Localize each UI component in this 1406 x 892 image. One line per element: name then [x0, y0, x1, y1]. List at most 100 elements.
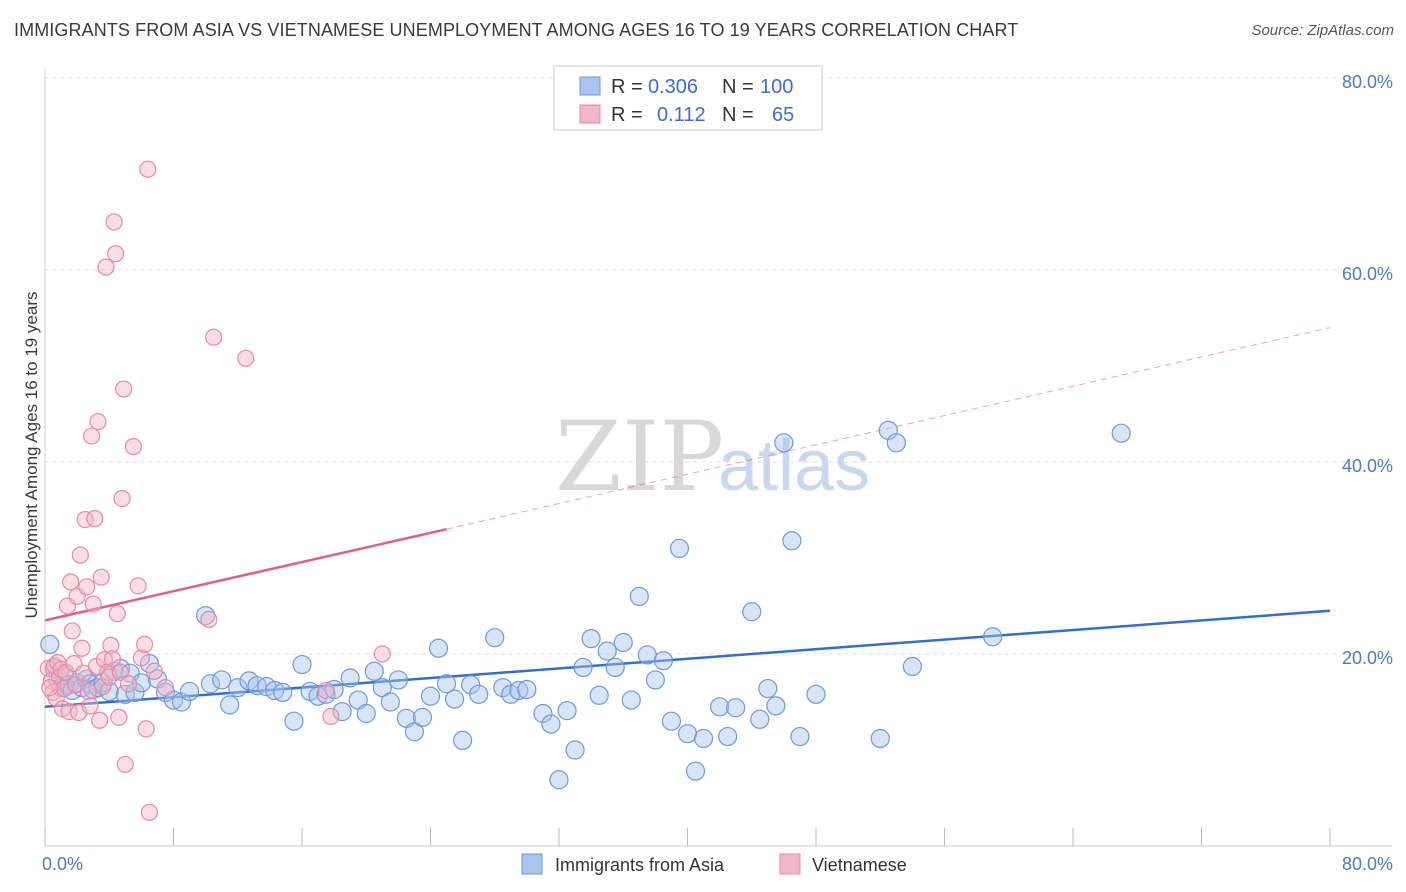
point-immigrants-asia — [420, 686, 441, 706]
legend-r-value: 0.112 — [657, 104, 706, 126]
legend-n-value: 100 — [760, 76, 793, 98]
point-vietnamese — [91, 711, 109, 729]
point-immigrants-asia — [469, 684, 489, 704]
point-immigrants-asia — [565, 740, 585, 760]
point-immigrants-asia — [790, 726, 810, 747]
point-immigrants-asia — [356, 703, 376, 724]
point-immigrants-asia — [220, 695, 240, 715]
y-tick-label: 40.0% — [1342, 456, 1393, 476]
point-immigrants-asia — [139, 653, 160, 674]
point-vietnamese — [100, 668, 118, 686]
point-vietnamese — [62, 573, 80, 591]
point-immigrants-asia — [179, 681, 200, 702]
point-vietnamese — [113, 489, 131, 508]
point-immigrants-asia — [247, 676, 267, 696]
point-immigrants-asia — [292, 654, 312, 675]
point-vietnamese — [107, 245, 125, 263]
gridlines — [45, 77, 1392, 655]
x-tick-label: 80.0% — [1342, 854, 1393, 874]
point-immigrants-asia — [155, 682, 176, 703]
point-vietnamese — [103, 650, 122, 668]
watermark: ZIP atlas — [555, 401, 870, 513]
point-immigrants-asia — [541, 714, 561, 734]
legend-label-asia: Immigrants from Asia — [555, 855, 725, 875]
x-tick-label: 0.0% — [42, 854, 83, 874]
point-immigrants-asia — [629, 586, 649, 607]
point-immigrants-asia — [806, 684, 826, 704]
point-vietnamese — [108, 605, 126, 623]
point-immigrants-asia — [308, 686, 328, 706]
point-vietnamese — [78, 578, 96, 596]
point-immigrants-asia — [372, 677, 392, 698]
point-vietnamese — [63, 622, 81, 640]
point-vietnamese — [71, 546, 89, 564]
legend-swatch-asia — [521, 853, 543, 875]
point-immigrants-asia — [983, 627, 1003, 647]
point-vietnamese — [79, 682, 97, 701]
point-vietnamese — [115, 380, 133, 398]
point-immigrants-asia — [265, 680, 285, 701]
point-immigrants-asia — [766, 696, 786, 716]
point-immigrants-asia — [131, 673, 151, 693]
point-immigrants-asia — [40, 634, 60, 655]
point-vietnamese — [200, 610, 218, 629]
point-immigrants-asia — [493, 677, 513, 698]
trend-line-extension — [446, 327, 1331, 530]
point-vietnamese — [119, 675, 138, 693]
point-immigrants-asia — [613, 632, 633, 653]
legend-swatch-vietnamese — [779, 853, 801, 875]
point-immigrants-asia — [710, 697, 730, 717]
point-vietnamese — [81, 697, 99, 715]
point-vietnamese — [135, 635, 154, 654]
point-vietnamese — [237, 349, 255, 367]
y-tick-label: 20.0% — [1342, 648, 1393, 668]
point-immigrants-asia — [870, 728, 890, 749]
point-immigrants-asia — [902, 656, 922, 677]
point-vietnamese — [102, 636, 120, 654]
x-tick-labels: 0.0% 80.0% — [42, 854, 1393, 874]
point-immigrants-asia — [115, 684, 135, 704]
point-vietnamese — [116, 755, 134, 774]
point-vietnamese — [73, 639, 91, 657]
point-immigrants-asia — [645, 670, 665, 690]
point-immigrants-asia — [517, 679, 537, 700]
point-vietnamese — [84, 595, 102, 613]
series-legend: Immigrants from Asia Vietnamese — [521, 853, 907, 875]
point-vietnamese — [89, 413, 107, 431]
point-immigrants-asia — [388, 670, 408, 690]
watermark-atlas: atlas — [718, 426, 870, 506]
point-vietnamese — [140, 803, 159, 822]
point-immigrants-asia — [685, 761, 706, 781]
legend-r-value: 0.306 — [648, 76, 698, 98]
source-credit: Source: ZipAtlas.com — [1251, 22, 1394, 39]
legend-swatch-asia — [579, 76, 601, 96]
point-immigrants-asia — [581, 629, 601, 649]
legend-n-value: 65 — [772, 104, 794, 126]
point-immigrants-asia — [412, 707, 433, 727]
point-immigrants-asia — [125, 682, 145, 703]
point-immigrants-asia — [212, 670, 232, 690]
point-immigrants-asia — [653, 651, 674, 671]
point-vietnamese — [139, 160, 157, 178]
point-vietnamese — [92, 568, 110, 586]
point-immigrants-asia — [273, 682, 293, 703]
point-immigrants-asia — [726, 698, 746, 718]
point-immigrants-asia — [444, 689, 465, 709]
point-vietnamese — [373, 645, 391, 663]
point-immigrants-asia — [340, 668, 360, 688]
point-immigrants-asia — [404, 722, 425, 742]
point-vietnamese — [322, 707, 340, 726]
point-vietnamese — [132, 649, 150, 667]
point-vietnamese — [105, 213, 123, 231]
point-immigrants-asia — [1111, 423, 1131, 443]
point-vietnamese — [110, 708, 128, 726]
legend-r-label: R = — [611, 104, 643, 126]
point-immigrants-asia — [589, 685, 609, 705]
correlation-legend: R = 0.306 N = 100 R = 0.112 N = 65 — [553, 65, 823, 131]
point-vietnamese — [156, 678, 175, 697]
point-immigrants-asia — [573, 657, 593, 678]
point-immigrants-asia — [742, 602, 762, 622]
point-immigrants-asia — [200, 674, 221, 694]
y-tick-label: 60.0% — [1342, 264, 1393, 284]
